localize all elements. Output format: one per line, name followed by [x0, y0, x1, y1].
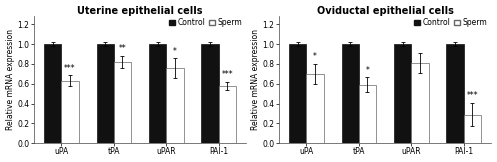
Bar — [307, 74, 324, 143]
Text: ***: *** — [64, 64, 76, 73]
Text: *: * — [173, 46, 177, 56]
Bar — [289, 44, 307, 143]
Title: Oviductal epithelial cells: Oviductal epithelial cells — [317, 6, 453, 16]
Bar — [96, 44, 114, 143]
Bar — [359, 85, 376, 143]
Text: *: * — [365, 66, 369, 75]
Legend: Control, Sperm: Control, Sperm — [414, 18, 488, 28]
Bar — [341, 44, 359, 143]
Text: ***: *** — [467, 91, 478, 100]
Text: *: * — [313, 52, 317, 61]
Bar — [411, 63, 428, 143]
Bar — [394, 44, 411, 143]
Bar — [62, 81, 79, 143]
Bar — [166, 68, 183, 143]
Y-axis label: Relative mRNA expression: Relative mRNA expression — [250, 29, 259, 130]
Bar — [446, 44, 464, 143]
Text: ***: *** — [222, 70, 233, 79]
Bar — [44, 44, 62, 143]
Title: Uterine epithelial cells: Uterine epithelial cells — [77, 6, 203, 16]
Bar — [114, 62, 131, 143]
Text: **: ** — [119, 44, 126, 53]
Bar — [464, 115, 481, 143]
Bar — [201, 44, 219, 143]
Y-axis label: Relative mRNA expression: Relative mRNA expression — [5, 29, 14, 130]
Legend: Control, Sperm: Control, Sperm — [168, 18, 243, 28]
Bar — [149, 44, 166, 143]
Bar — [219, 86, 236, 143]
